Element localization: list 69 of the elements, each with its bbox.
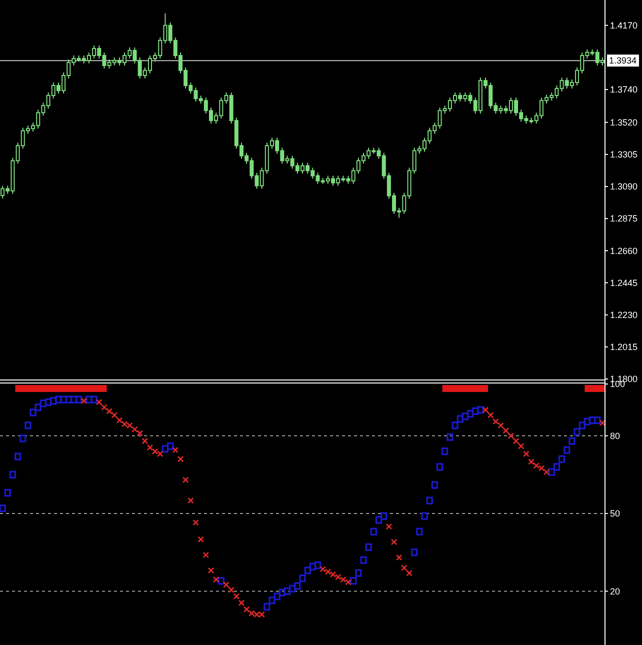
point (233, 593, 240, 600)
point (152, 448, 158, 455)
point (182, 476, 189, 484)
y-tick-label: 1.4170 (610, 20, 638, 31)
point (538, 464, 545, 472)
point (390, 538, 398, 546)
point (212, 576, 220, 583)
y-tick-label: 80 (610, 430, 620, 441)
point (136, 430, 144, 436)
point (508, 432, 514, 439)
point (177, 456, 184, 462)
y-tick-label: 1.2230 (610, 310, 638, 320)
point (396, 554, 402, 561)
point (172, 446, 179, 454)
point (406, 570, 412, 576)
point (106, 408, 113, 414)
point (146, 444, 154, 451)
point (101, 404, 108, 411)
point (208, 567, 214, 574)
point (132, 426, 138, 433)
point (522, 450, 530, 458)
point (258, 611, 266, 618)
point (340, 576, 346, 583)
point (187, 497, 194, 504)
point (223, 582, 230, 588)
point (518, 442, 524, 450)
ref-line-label: 1.3934 (609, 56, 637, 66)
point (126, 422, 133, 429)
y-tick-label: 1.3305 (610, 150, 638, 160)
point (334, 574, 342, 580)
y-tick-label: 1.2875 (610, 214, 638, 224)
point (202, 552, 210, 558)
point (512, 438, 520, 444)
point (116, 417, 123, 424)
point (324, 568, 332, 575)
y-tick-label: 1.2445 (610, 278, 638, 288)
point (228, 586, 235, 594)
y-tick-label: 1.3520 (610, 118, 638, 128)
y-tick-label: 20 (610, 586, 620, 596)
point (330, 571, 336, 578)
point (543, 468, 550, 476)
y-tick-label: 1.2660 (610, 246, 638, 256)
point (121, 420, 128, 428)
point (142, 438, 148, 444)
point (492, 418, 499, 425)
point (345, 578, 352, 586)
y-tick-label: 1.3740 (610, 84, 638, 95)
point (192, 519, 199, 526)
y-tick-label: 1.2015 (610, 342, 638, 352)
y-tick-label: 50 (610, 508, 620, 519)
point (238, 600, 245, 606)
point (386, 523, 392, 530)
point (498, 422, 504, 429)
point (533, 462, 540, 469)
point (254, 611, 260, 618)
point (502, 427, 510, 434)
point (248, 610, 255, 616)
point (111, 412, 118, 418)
point (198, 536, 204, 543)
point (528, 458, 534, 465)
point (487, 412, 494, 418)
point (482, 406, 489, 414)
point (400, 564, 408, 572)
point (156, 450, 164, 458)
point (320, 566, 326, 572)
point (80, 398, 88, 404)
point (243, 606, 250, 613)
y-tick-label: 1.3090 (610, 182, 638, 192)
point (96, 398, 102, 406)
